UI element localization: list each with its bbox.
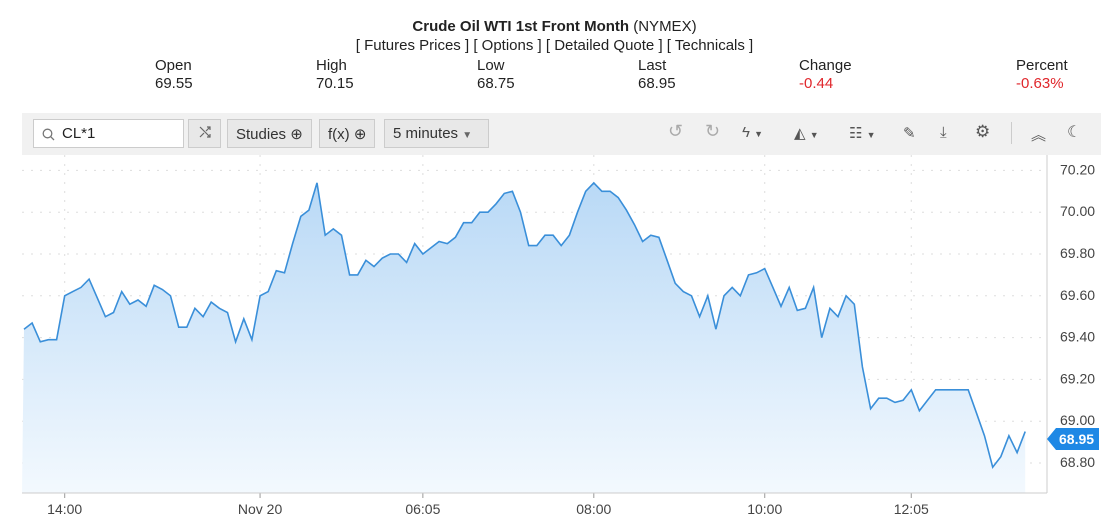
stat-label: Open — [155, 57, 192, 74]
link-futures-prices[interactable]: [ Futures Prices ] — [355, 37, 470, 54]
y-tick-label: 70.00 — [1060, 203, 1095, 219]
title-exchange: (NYMEX) — [633, 18, 697, 35]
stat-label: Percent — [1016, 57, 1068, 74]
symbol-search-input[interactable]: CL*1 — [33, 119, 184, 148]
stat-change: Change -0.44 — [799, 57, 852, 93]
stat-high: High 70.15 — [316, 57, 354, 93]
studies-button[interactable]: Studies ⊕ — [227, 119, 312, 148]
x-tick-label: 08:00 — [576, 501, 611, 517]
stat-last: Last 68.95 — [638, 57, 676, 93]
stat-value: 70.15 — [316, 75, 354, 92]
stat-value: 68.75 — [477, 75, 515, 92]
redo-icon[interactable]: ↻ — [705, 121, 721, 141]
fx-button[interactable]: f(x) ⊕ — [319, 119, 376, 148]
collapse-icon[interactable]: ︽ — [1031, 127, 1047, 144]
fx-label: f(x) — [328, 126, 350, 143]
link-technicals[interactable]: [ Technicals ] — [666, 37, 754, 54]
stat-value: -0.44 — [799, 75, 834, 92]
link-options[interactable]: [ Options ] — [473, 37, 542, 54]
stat-percent: Percent -0.63% — [1016, 57, 1068, 93]
moon-icon[interactable]: ☾ — [1067, 124, 1082, 141]
x-tick-label: 10:00 — [747, 501, 782, 517]
stat-label: Last — [638, 57, 667, 74]
stat-low: Low 68.75 — [477, 57, 515, 93]
price-area — [22, 182, 1026, 493]
plus-circle-icon: ⊕ — [290, 126, 303, 143]
x-tick-label: 06:05 — [405, 501, 440, 517]
stat-value: -0.63% — [1016, 75, 1064, 92]
interval-value: 5 minutes — [393, 125, 459, 142]
plus-circle-icon: ⊕ — [353, 126, 367, 143]
x-tick-label: Nov 20 — [238, 501, 283, 517]
download-icon[interactable]: ⤓ — [940, 124, 947, 141]
stat-label: Low — [477, 57, 505, 74]
y-tick-label: 69.20 — [1060, 370, 1095, 386]
y-tick-label: 70.20 — [1060, 161, 1095, 177]
price-chart: 70.20 70.00 69.80 69.60 69.40 69.20 69.00 68.80… — [22, 155, 1095, 517]
stat-open: Open 69.55 — [155, 57, 193, 93]
last-price-tag: 68.95 — [1047, 428, 1099, 450]
search-icon — [42, 128, 55, 141]
interval-select[interactable]: 5 minutes ▼ — [384, 119, 489, 148]
symbol-value: CL*1 — [62, 125, 96, 142]
link-detailed-quote[interactable]: [ Detailed Quote ] — [545, 37, 663, 54]
lightning-icon[interactable]: ϟ ▼ — [742, 124, 764, 141]
toolbar-divider — [1011, 122, 1012, 144]
y-tick-label: 69.00 — [1060, 412, 1095, 428]
y-tick-label: 69.60 — [1060, 287, 1095, 303]
x-tick-label: 12:05 — [894, 501, 929, 517]
stat-label: Change — [799, 57, 852, 74]
chart-toolbar: CL*1 Studies ⊕ f(x) ⊕ 5 minutes ▼ ↺ ↻ ϟ … — [22, 113, 1101, 155]
stat-value: 68.95 — [638, 75, 676, 92]
chart-title: Crude Oil WTI 1st Front Month (NYMEX) — [0, 18, 1109, 35]
shuffle-icon — [199, 126, 211, 138]
y-tick-label: 69.80 — [1060, 245, 1095, 261]
y-tick-label: 68.80 — [1060, 454, 1095, 470]
x-tick-label: 14:00 — [47, 501, 82, 517]
stat-value: 69.55 — [155, 75, 193, 92]
chevron-down-icon: ▼ — [462, 130, 473, 141]
studies-label: Studies — [236, 126, 287, 143]
undo-icon[interactable]: ↺ — [668, 121, 684, 141]
chart-type-icon[interactable]: ◭ ▼ — [794, 125, 819, 142]
stat-label: High — [316, 57, 347, 74]
quote-links: [ Futures Prices ] [ Options ] [ Detaile… — [0, 37, 1109, 54]
compare-button[interactable] — [188, 119, 221, 148]
price-line — [23, 181, 1026, 469]
title-name: Crude Oil WTI 1st Front Month — [412, 18, 630, 35]
pencil-icon[interactable]: ✎ — [903, 125, 916, 142]
layout-icon[interactable]: ☷ ▼ — [849, 125, 876, 142]
y-tick-label: 69.40 — [1060, 329, 1095, 345]
gear-icon[interactable]: ⚙ — [975, 122, 991, 141]
